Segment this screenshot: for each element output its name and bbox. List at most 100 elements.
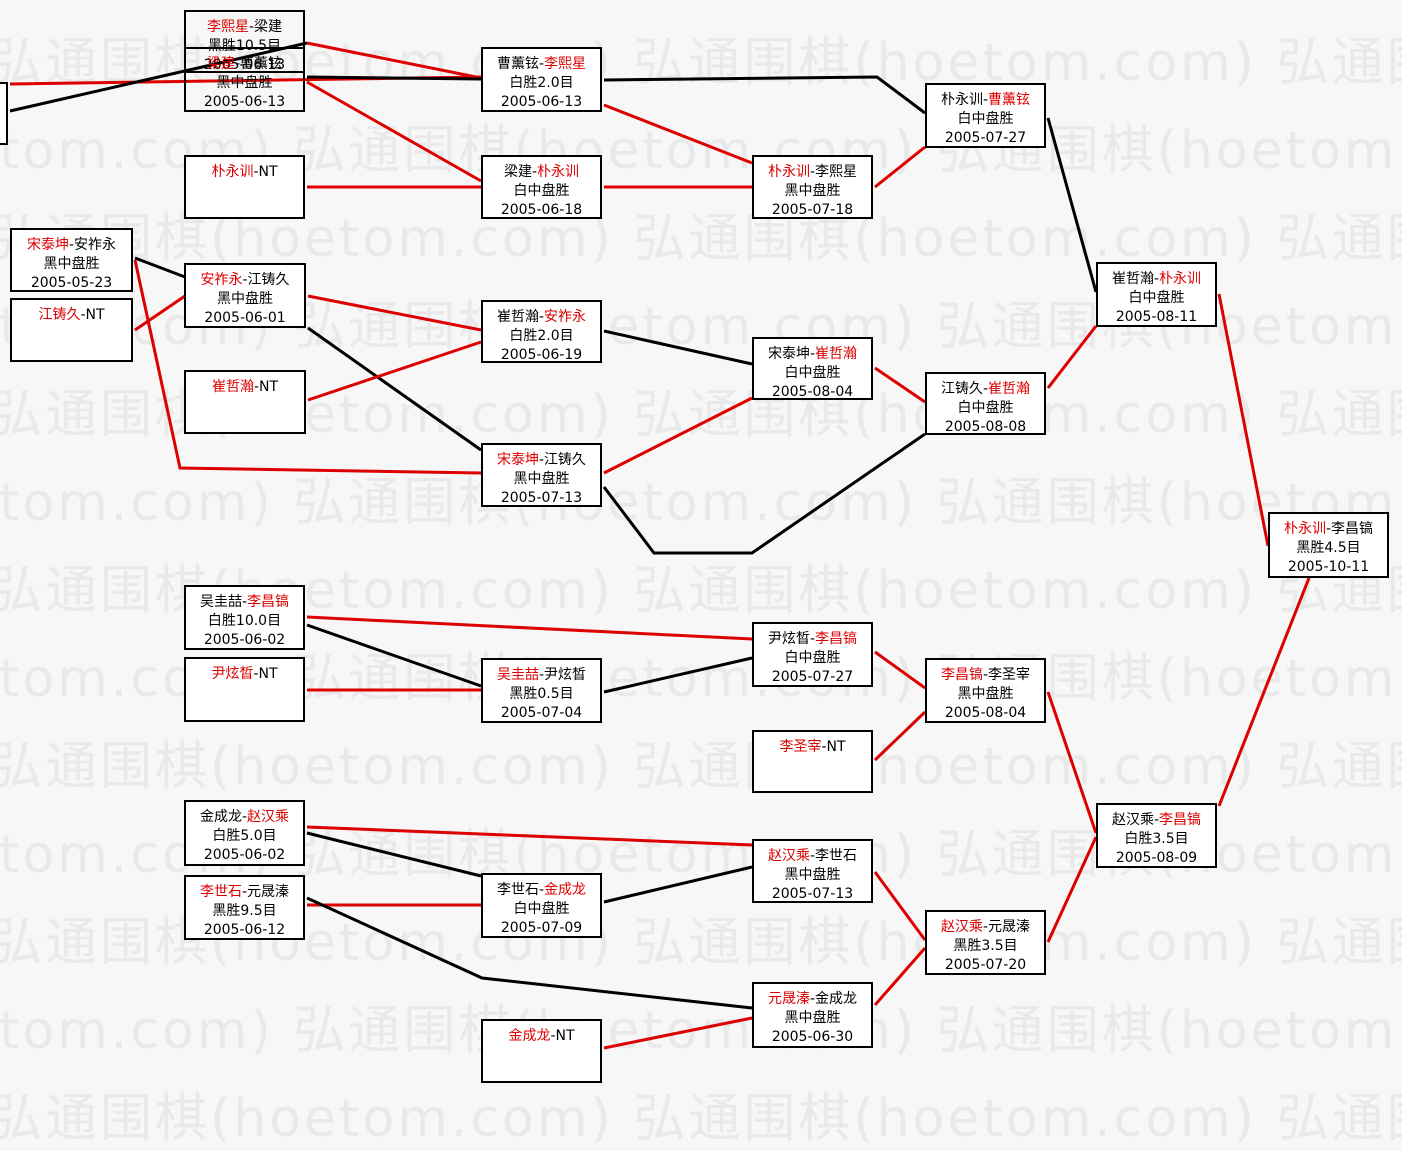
match-date: 2005-06-18 bbox=[500, 202, 583, 218]
match-box-b31: 赵汉乘-李昌镐 白胜3.5目 2005-08-09 bbox=[1096, 803, 1217, 868]
match-result: 黑中盘胜 bbox=[784, 183, 841, 199]
watermark-text: 弘通围棋(hoetom.com) 弘通围棋(hoetom.com) 弘通围棋(h… bbox=[0, 737, 1402, 797]
player-separator: - bbox=[241, 884, 248, 900]
player2-name: 尹炫晳 bbox=[544, 667, 587, 683]
match-players: 宋泰坤-崔哲瀚 bbox=[754, 345, 871, 364]
player1-name: 赵汉乘 bbox=[940, 919, 983, 935]
match-players: 朴永训-NT bbox=[186, 163, 303, 182]
player2-name: NT bbox=[259, 379, 279, 395]
player-separator: - bbox=[982, 381, 989, 397]
player1-name: 曹薰铉 bbox=[496, 56, 539, 72]
connector-winner-path bbox=[873, 710, 927, 762]
player-separator: - bbox=[234, 56, 241, 72]
match-box-b18: 吴圭喆-李昌镐 白胜10.0目 2005-06-02 bbox=[184, 585, 305, 650]
match-players: 朴永训-曹薰铉 bbox=[927, 91, 1044, 110]
player2-name: NT bbox=[555, 1028, 575, 1044]
match-box-b14: 宋泰坤-江铸久 黑中盘胜 2005-07-13 bbox=[481, 443, 602, 507]
player2-name: 元晟溱 bbox=[247, 884, 290, 900]
match-box-b28: 赵汉乘-元晟溱 黑胜3.5目 2005-07-20 bbox=[925, 910, 1046, 975]
match-result: 黑胜10.5目 bbox=[207, 38, 282, 54]
player2-name: 朴永训 bbox=[537, 164, 580, 180]
match-players: 李世石-金成龙 bbox=[483, 881, 600, 900]
match-box-b6: 朴永训-李熙星 黑中盘胜 2005-07-18 bbox=[752, 155, 873, 219]
player-separator: - bbox=[809, 346, 816, 362]
player-separator: - bbox=[253, 379, 260, 395]
match-result: 白胜2.0目 bbox=[509, 75, 574, 91]
connector-loser-path bbox=[603, 329, 753, 366]
match-date: 2005-07-13 bbox=[771, 886, 854, 902]
connector-winner-path bbox=[1046, 325, 1098, 389]
player1-name: 江铸久 bbox=[940, 381, 983, 397]
player1-name: 朴永训 bbox=[1283, 521, 1326, 537]
match-date: 2005-06-01 bbox=[204, 310, 286, 326]
connector-winner-path bbox=[307, 340, 482, 402]
match-players: 尹炫晳-李昌镐 bbox=[754, 630, 871, 649]
player1-name: 梁建 bbox=[206, 56, 235, 72]
match-box-b21: 尹炫晳-李昌镐 白中盘胜 2005-07-27 bbox=[752, 622, 873, 687]
connector-winner-path bbox=[603, 103, 753, 165]
player1-name: 崔哲瀚 bbox=[496, 309, 539, 325]
match-date: 2005-07-18 bbox=[771, 202, 854, 218]
player2-name: NT bbox=[258, 164, 278, 180]
player2-name: 李昌镐 bbox=[1331, 521, 1374, 537]
match-result: 白胜5.0目 bbox=[212, 828, 277, 844]
player1-name: 吴圭喆 bbox=[496, 667, 539, 683]
match-box-b27: 赵汉乘-李世石 黑中盘胜 2005-07-13 bbox=[752, 839, 873, 903]
match-players: 赵汉乘-元晟溱 bbox=[927, 918, 1044, 937]
match-box-b11: 安祚永-江铸久 黑中盘胜 2005-06-01 bbox=[184, 263, 306, 328]
player-separator: - bbox=[68, 237, 75, 253]
player2-name: 曹薰铉 bbox=[240, 56, 283, 72]
player2-name: 江铸久 bbox=[544, 452, 587, 468]
match-players: 赵汉乘-李昌镐 bbox=[1098, 811, 1215, 830]
player-separator: - bbox=[809, 631, 816, 647]
connector-loser-path bbox=[134, 256, 186, 279]
player1-name: 李世石 bbox=[199, 884, 242, 900]
match-result: 白中盘胜 bbox=[784, 650, 841, 666]
connector-winner-path bbox=[873, 871, 927, 941]
match-date: 2005-07-09 bbox=[500, 920, 583, 936]
player2-name: 安祚永 bbox=[544, 309, 587, 325]
match-result: 黑胜3.5目 bbox=[953, 938, 1018, 954]
player-separator: - bbox=[809, 848, 816, 864]
player1-name: 赵汉乘 bbox=[767, 848, 810, 864]
match-result: 白胜3.5目 bbox=[1124, 831, 1189, 847]
match-box-b24: 金成龙-赵汉乘 白胜5.0目 2005-06-02 bbox=[184, 800, 305, 866]
connector-winner-path bbox=[133, 259, 482, 475]
connector-winner-path bbox=[1046, 836, 1098, 943]
match-result: 黑胜4.5目 bbox=[1296, 540, 1361, 556]
player1-name: 尹炫晳 bbox=[767, 631, 810, 647]
match-date: 2005-08-04 bbox=[944, 705, 1027, 721]
player2-name: 赵汉乘 bbox=[247, 809, 290, 825]
match-box-b12: 崔哲瀚-NT bbox=[184, 370, 306, 434]
match-players: 李熙星-梁建 bbox=[186, 18, 303, 37]
player2-name: 李昌镐 bbox=[247, 594, 290, 610]
match-date: 2005-06-19 bbox=[500, 347, 583, 363]
match-players: 崔哲瀚-安祚永 bbox=[483, 308, 600, 327]
player1-name: 赵汉乘 bbox=[1111, 812, 1154, 828]
match-box-b4: 朴永训-NT bbox=[184, 155, 305, 219]
connector-winner-path bbox=[873, 947, 927, 1006]
player1-name: 朴永训 bbox=[767, 164, 810, 180]
connector-loser-path bbox=[1046, 117, 1098, 293]
player2-name: NT bbox=[85, 307, 105, 323]
match-result: 白中盘胜 bbox=[513, 901, 570, 917]
match-players: 李圣宰-NT bbox=[754, 738, 871, 757]
connector-winner-path bbox=[306, 80, 482, 183]
player-separator: - bbox=[821, 739, 827, 755]
connector-winner-path bbox=[1046, 691, 1098, 834]
connector-loser-path bbox=[306, 831, 482, 878]
player1-name: 金成龙 bbox=[199, 809, 242, 825]
connector-loser-path bbox=[306, 896, 753, 1010]
match-box-b29: 元晟溱-金成龙 黑中盘胜 2005-06-30 bbox=[752, 982, 873, 1048]
match-players: 宋泰坤-安祚永 bbox=[12, 236, 131, 255]
connector-winner-path bbox=[1217, 577, 1311, 807]
match-result: 黑中盘胜 bbox=[43, 256, 100, 272]
match-box-b26: 李世石-金成龙 白中盘胜 2005-07-09 bbox=[481, 873, 602, 938]
player2-name: 李昌镐 bbox=[1159, 812, 1202, 828]
match-date: 2005-08-08 bbox=[944, 419, 1027, 435]
match-box-b15: 宋泰坤-崔哲瀚 白中盘胜 2005-08-04 bbox=[752, 337, 873, 400]
match-box-b20: 吴圭喆-尹炫晳 黑胜0.5目 2005-07-04 bbox=[481, 658, 602, 723]
player-separator: - bbox=[253, 164, 259, 180]
match-box-b23: 李昌镐-李圣宰 黑中盘胜 2005-08-04 bbox=[925, 658, 1046, 723]
player1-name: 江铸久 bbox=[38, 307, 81, 323]
